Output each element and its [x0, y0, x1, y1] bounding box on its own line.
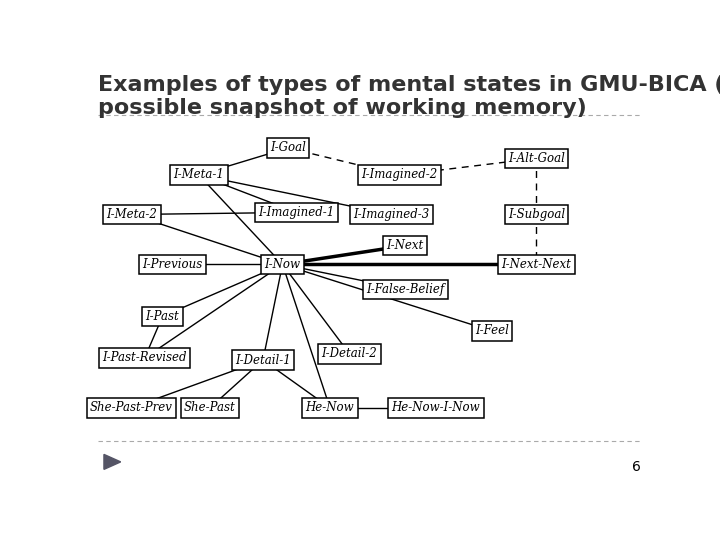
Text: I-Past: I-Past [145, 310, 179, 323]
Text: I-Imagined-2: I-Imagined-2 [361, 168, 438, 181]
Text: I-Goal: I-Goal [270, 141, 306, 154]
Text: I-Previous: I-Previous [143, 258, 203, 271]
Text: I-Feel: I-Feel [474, 325, 509, 338]
Text: possible snapshot of working memory): possible snapshot of working memory) [99, 98, 587, 118]
Text: I-Next-Next: I-Next-Next [501, 258, 572, 271]
Text: I-Imagined-1: I-Imagined-1 [258, 206, 335, 219]
Text: I-Imagined-3: I-Imagined-3 [354, 208, 429, 221]
Text: I-Detail-2: I-Detail-2 [322, 347, 377, 360]
Text: He-Now-I-Now: He-Now-I-Now [392, 401, 480, 414]
Text: I-Alt-Goal: I-Alt-Goal [508, 152, 564, 165]
Text: I-Subgoal: I-Subgoal [508, 208, 565, 221]
Text: He-Now: He-Now [305, 401, 354, 414]
Text: She-Past-Prev: She-Past-Prev [90, 401, 173, 414]
Text: She-Past: She-Past [184, 401, 236, 414]
Text: I-Meta-2: I-Meta-2 [107, 208, 157, 221]
Text: I-Detail-1: I-Detail-1 [235, 354, 291, 367]
Text: I-False-Belief: I-False-Belief [366, 283, 444, 296]
Text: Examples of types of mental states in GMU-BICA (a: Examples of types of mental states in GM… [99, 75, 720, 95]
Text: I-Meta-1: I-Meta-1 [174, 168, 224, 181]
Text: I-Next: I-Next [387, 239, 424, 252]
Polygon shape [104, 454, 121, 469]
Text: 6: 6 [632, 461, 642, 474]
Text: I-Now: I-Now [264, 258, 300, 271]
Text: I-Past-Revised: I-Past-Revised [102, 352, 187, 365]
